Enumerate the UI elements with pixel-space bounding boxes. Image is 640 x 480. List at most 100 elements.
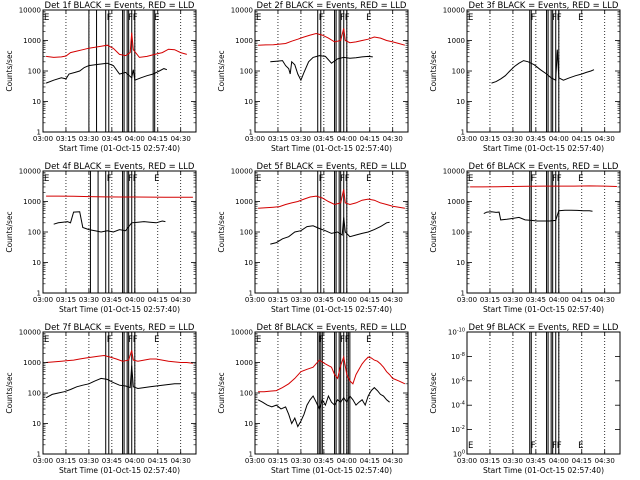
flag-marker-label: E [44, 335, 49, 345]
flag-marker-label: F [552, 441, 557, 451]
x-tick-label: 04:30 [595, 457, 615, 465]
y-axis-label: Counts/sec [5, 372, 14, 413]
flag-marker-label: F [531, 441, 536, 451]
flag-marker-label: F [557, 13, 562, 23]
y-tick-label: 100 [453, 450, 465, 459]
x-tick-label: 03:00 [245, 135, 265, 143]
x-tick-label: 04:15 [360, 457, 380, 465]
panel-title: Det 9f BLACK = Events, RED = LLD [469, 323, 619, 333]
flag-marker-label: E [256, 174, 261, 184]
x-tick-label: 04:00 [549, 457, 569, 465]
y-tick-label: 10 [244, 259, 253, 267]
x-tick-label: 03:00 [33, 457, 53, 465]
y-axis-label: Counts/sec [5, 50, 14, 91]
y-axis-label: Counts/sec [5, 211, 14, 252]
x-axis-label: Start Time (01-Oct-15 02:57:40) [271, 305, 392, 314]
y-tick-label: 1 [37, 451, 41, 459]
y-tick-label: 1000 [23, 37, 41, 45]
flag-marker-label: F [107, 13, 112, 23]
y-tick-label: 10-10 [448, 328, 465, 337]
x-tick-label: 03:00 [457, 135, 477, 143]
y-tick-label: 10000 [231, 7, 253, 15]
x-tick-label: 03:45 [314, 457, 334, 465]
x-tick-label: 04:30 [383, 135, 403, 143]
x-axis-label: Start Time (01-Oct-15 02:57:40) [59, 305, 180, 314]
flag-marker-label: E [366, 174, 371, 184]
flag-marker-label: F [345, 174, 350, 184]
y-tick-label: 100 [28, 68, 41, 76]
x-tick-label: 04:15 [572, 135, 592, 143]
x-tick-label: 04:30 [595, 296, 615, 304]
y-tick-label: 1000 [235, 198, 253, 206]
y-tick-label: 10-8 [451, 352, 465, 361]
flag-marker-label: E [468, 13, 473, 23]
y-tick-label: 1 [249, 290, 253, 298]
x-tick-label: 04:15 [148, 296, 168, 304]
x-tick-label: 03:15 [480, 296, 500, 304]
y-tick-label: 1000 [235, 37, 253, 45]
flag-marker-label: E [256, 335, 261, 345]
y-axis-label: Counts/sec [429, 211, 438, 252]
y-tick-label: 100 [240, 390, 253, 398]
x-tick-label: 04:00 [337, 135, 357, 143]
y-tick-label: 100 [452, 68, 465, 76]
y-tick-label: 1 [461, 290, 465, 298]
events-series-line [270, 55, 373, 82]
x-tick-label: 03:15 [480, 135, 500, 143]
plot-frame [466, 331, 621, 455]
x-tick-label: 03:30 [291, 296, 311, 304]
y-tick-label: 10 [32, 420, 41, 428]
x-axis-label: Start Time (01-Oct-15 02:57:40) [271, 466, 392, 475]
y-tick-label: 1000 [447, 198, 465, 206]
flag-marker-label: E [44, 13, 49, 23]
events-series-line [483, 209, 593, 222]
x-tick-label: 03:30 [79, 296, 99, 304]
y-axis-label: Counts/sec [217, 50, 226, 91]
x-tick-label: 04:00 [125, 457, 145, 465]
events-series-line [270, 217, 390, 245]
y-tick-label: 100 [28, 229, 41, 237]
flag-marker-label: F [531, 13, 536, 23]
x-tick-label: 03:45 [102, 296, 122, 304]
y-tick-label: 1000 [447, 37, 465, 45]
flag-marker-label: E [578, 13, 583, 23]
panel-title: Det 2f BLACK = Events, RED = LLD [257, 1, 407, 11]
y-tick-label: 100 [240, 229, 253, 237]
y-tick-label: 1 [37, 290, 41, 298]
x-tick-label: 03:15 [56, 135, 76, 143]
x-tick-label: 04:00 [337, 457, 357, 465]
flag-marker-label: E [468, 174, 473, 184]
lld-series-line [46, 32, 187, 58]
x-tick-label: 04:30 [383, 457, 403, 465]
x-tick-label: 03:30 [79, 135, 99, 143]
x-tick-label: 04:30 [595, 135, 615, 143]
flag-marker-label: F [345, 335, 350, 345]
flag-marker-label: E [578, 174, 583, 184]
x-tick-label: 03:30 [291, 457, 311, 465]
x-tick-label: 03:45 [526, 135, 546, 143]
lld-series-line [258, 28, 406, 46]
flag-marker-label: F [340, 13, 345, 23]
y-tick-label: 10000 [231, 168, 253, 176]
x-tick-label: 03:00 [245, 296, 265, 304]
x-tick-label: 03:15 [480, 457, 500, 465]
flag-marker-label: F [319, 13, 324, 23]
x-tick-label: 04:15 [148, 135, 168, 143]
x-tick-label: 04:15 [360, 296, 380, 304]
x-axis-label: Start Time (01-Oct-15 02:57:40) [271, 144, 392, 153]
lld-series-line [46, 350, 193, 364]
y-tick-label: 1 [249, 451, 253, 459]
flag-marker-label: E [154, 335, 159, 345]
x-tick-label: 03:45 [526, 296, 546, 304]
flag-marker-label: F [345, 13, 350, 23]
y-tick-label: 10000 [443, 7, 465, 15]
flag-marker-label: F [128, 335, 133, 345]
x-axis-label: Start Time (01-Oct-15 02:57:40) [59, 466, 180, 475]
lld-series-line [46, 195, 193, 198]
flag-marker-label: F [133, 13, 138, 23]
